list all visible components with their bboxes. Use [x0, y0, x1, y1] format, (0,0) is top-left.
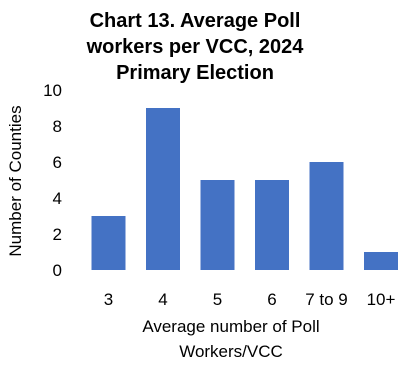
- chart-title-line-3: Primary Election: [116, 62, 274, 84]
- chart-title-line-2: workers per VCC, 2024: [86, 36, 305, 58]
- y-tick-label-6: 6: [53, 153, 62, 172]
- chart-title-line-1: Chart 13. Average Poll: [90, 10, 301, 32]
- bars: [91, 108, 398, 270]
- y-tick-label-4: 4: [53, 189, 62, 208]
- x-tick-label-10-: 10+: [367, 290, 396, 309]
- x-axis-title-line-2: Workers/VCC: [179, 342, 283, 361]
- bar-6: [255, 180, 289, 270]
- x-tick-label-3: 3: [104, 290, 113, 309]
- bar-10-: [364, 252, 398, 270]
- x-axis-ticks: 3 4 5 6 7 to 9 10+: [104, 290, 396, 309]
- y-tick-label-2: 2: [53, 225, 62, 244]
- x-axis-title-line-1: Average number of Poll: [142, 317, 319, 336]
- bar-7-to-9: [309, 162, 344, 270]
- bar-5: [200, 180, 235, 270]
- x-tick-label-4: 4: [158, 290, 167, 309]
- y-tick-label-10: 10: [43, 81, 62, 100]
- y-axis-title: Number of Counties: [6, 105, 25, 256]
- x-tick-label-6: 6: [267, 290, 276, 309]
- x-tick-label-5: 5: [213, 290, 222, 309]
- bar-3: [91, 216, 126, 270]
- y-tick-label-0: 0: [53, 261, 62, 280]
- y-tick-label-8: 8: [53, 117, 62, 136]
- y-axis-ticks: 0 2 4 6 8 10: [43, 81, 62, 280]
- x-tick-label-7-to-9: 7 to 9: [305, 290, 348, 309]
- bar-4: [146, 108, 180, 270]
